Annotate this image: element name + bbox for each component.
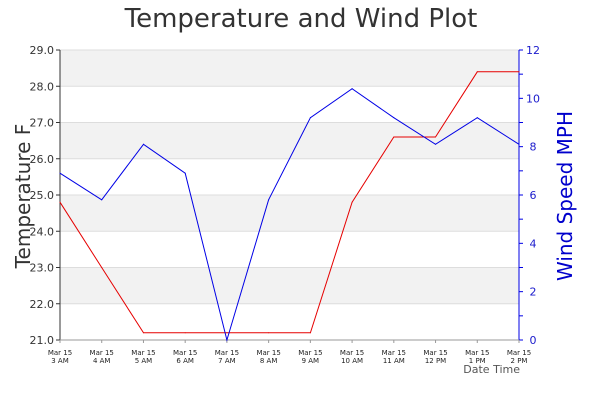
- x-tick-label: Mar 15 6 AM: [173, 349, 197, 365]
- y-tick-left-label: 25.0: [30, 189, 55, 202]
- series-lines: [59, 71, 520, 342]
- x-tick-label: Mar 15 8 AM: [256, 349, 280, 365]
- temperature-point: [435, 136, 437, 138]
- temperature-point: [59, 201, 61, 203]
- y-tick-left-label: 27.0: [30, 117, 55, 130]
- wind-speed-point: [184, 172, 186, 174]
- grid-band: [60, 267, 519, 304]
- x-tick-label: Mar 15 12 PM: [423, 349, 447, 365]
- wind-speed-point: [59, 172, 61, 174]
- y-tick-right-label: 6: [530, 189, 537, 202]
- x-tick-label: Mar 15 9 AM: [298, 349, 322, 365]
- temperature-point: [393, 136, 395, 138]
- wind-speed-point: [309, 117, 311, 119]
- y-tick-right-label: 0: [530, 334, 537, 347]
- temperature-point: [142, 332, 144, 334]
- y-tick-left-label: 28.0: [30, 80, 55, 93]
- wind-speed-point: [476, 117, 478, 119]
- wind-speed-point: [142, 143, 144, 145]
- wind-speed-point: [351, 88, 353, 90]
- y-tick-left-label: 24.0: [30, 225, 55, 238]
- wind-speed-point: [435, 143, 437, 145]
- temperature-point: [309, 332, 311, 334]
- y-axis-right-ticks: 0 2 4 6 8 10 12: [519, 44, 540, 347]
- temperature-point: [351, 201, 353, 203]
- temperature-point: [226, 332, 228, 334]
- wind-speed-point: [268, 199, 270, 201]
- y-tick-left-label: 26.0: [30, 153, 55, 166]
- y-axis-right-label: Wind Speed MPH: [553, 111, 577, 281]
- x-axis-ticks: Mar 15 3 AM Mar 15 4 AM Mar 15 5 AM Mar 15 6 AM…: [48, 340, 531, 365]
- y-axis-left-ticks: 21.0 22.0 23.0 24.0 25.0 26.0 27.0 28.0 29.0: [30, 44, 60, 347]
- y-axis-left-label: Temperature F: [11, 124, 35, 270]
- temperature-point: [518, 71, 520, 73]
- x-tick-label: Mar 15 5 AM: [131, 349, 155, 365]
- y-tick-left-label: 22.0: [30, 298, 55, 311]
- grid-band: [60, 122, 519, 159]
- x-tick-label: Mar 15 11 AM: [382, 349, 406, 365]
- grid-band: [60, 195, 519, 232]
- x-tick-label: Mar 15 1 PM: [465, 349, 489, 365]
- temperature-point: [184, 332, 186, 334]
- temperature-line: [59, 71, 519, 334]
- temperature-point: [268, 332, 270, 334]
- y-tick-left-label: 23.0: [30, 262, 55, 275]
- x-axis-label: Date Time: [463, 363, 520, 376]
- grid-band: [60, 50, 519, 87]
- x-tick-label: Mar 15 2 PM: [507, 349, 531, 365]
- y-tick-right-label: 2: [530, 286, 537, 299]
- wind-speed-point: [226, 339, 228, 341]
- x-tick-label: Mar 15 3 AM: [48, 349, 72, 365]
- y-tick-left-label: 29.0: [30, 44, 55, 57]
- wind-speed-point: [101, 199, 103, 201]
- temperature-point: [101, 267, 103, 268]
- wind-speed-point: [393, 117, 395, 119]
- wind-speed-line: [59, 88, 520, 342]
- x-tick-label: Mar 15 7 AM: [215, 349, 239, 365]
- y-tick-left-label: 21.0: [30, 334, 55, 347]
- y-tick-right-label: 4: [530, 237, 537, 250]
- x-tick-label: Mar 15 4 AM: [90, 349, 114, 365]
- chart-title: Temperature and Wind Plot: [124, 4, 478, 34]
- y-tick-right-label: 8: [530, 141, 537, 154]
- temperature-point: [476, 71, 478, 73]
- y-tick-right-label: 10: [526, 92, 540, 105]
- grid-bands: [60, 49, 519, 341]
- y-tick-right-label: 12: [526, 44, 540, 57]
- x-tick-label: Mar 15 10 AM: [340, 349, 364, 365]
- wind-speed-point: [518, 143, 520, 145]
